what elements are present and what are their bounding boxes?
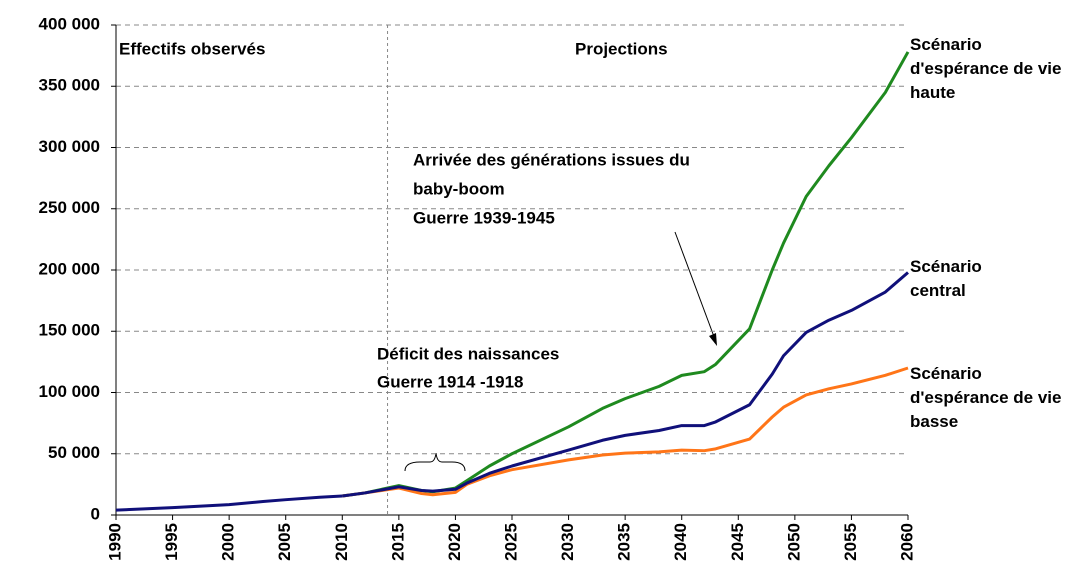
x-tick-label: 2010 — [332, 523, 351, 561]
series-label: Scénario d'espérance de vie basse — [910, 364, 1062, 431]
series-line — [342, 271, 909, 498]
x-tick-label: 2055 — [841, 523, 860, 561]
x-tick-label: 2025 — [501, 523, 520, 561]
arrow — [674, 231, 717, 343]
x-tick-label: 2000 — [219, 523, 238, 561]
series-label: Scénario d'espérance de vie haute — [910, 35, 1062, 102]
annotation: baby-boom — [413, 179, 505, 198]
x-tick-label: 2015 — [388, 523, 407, 561]
x-tick-label: 1990 — [105, 523, 124, 561]
y-tick-label: 350 000 — [39, 76, 100, 95]
y-tick-label: 400 000 — [39, 14, 100, 33]
series-label: Scénario central — [910, 257, 982, 300]
x-tick-label: 2035 — [615, 523, 634, 561]
series-line — [342, 51, 910, 498]
y-tick-label: 250 000 — [39, 198, 100, 217]
annotation: Déficit des naissances — [377, 344, 559, 363]
annotation: Guerre 1939-1945 — [413, 208, 555, 227]
brace — [404, 452, 466, 472]
y-tick-label: 100 000 — [39, 382, 100, 401]
annotation: Arrivée des générations issues du — [413, 150, 690, 169]
series-line — [115, 494, 343, 512]
x-tick-label: 2060 — [897, 523, 916, 561]
x-tick-label: 2005 — [275, 523, 294, 561]
x-tick-label: 1995 — [162, 523, 181, 561]
x-tick-label: 2030 — [558, 523, 577, 561]
annotation: Guerre 1914 -1918 — [377, 372, 524, 391]
y-tick-label: 0 — [91, 504, 100, 523]
series-line — [342, 366, 909, 498]
x-tick-label: 2020 — [445, 523, 464, 561]
y-tick-label: 50 000 — [48, 443, 100, 462]
y-tick-label: 200 000 — [39, 259, 100, 278]
y-tick-label: 150 000 — [39, 321, 100, 340]
x-tick-label: 2040 — [671, 523, 690, 561]
annotation: Projections — [575, 39, 668, 58]
arrow-head — [709, 333, 717, 346]
y-tick-label: 300 000 — [39, 137, 100, 156]
x-tick-label: 2045 — [728, 523, 747, 561]
x-tick-label: 2050 — [784, 523, 803, 561]
annotation: Effectifs observés — [119, 39, 265, 58]
